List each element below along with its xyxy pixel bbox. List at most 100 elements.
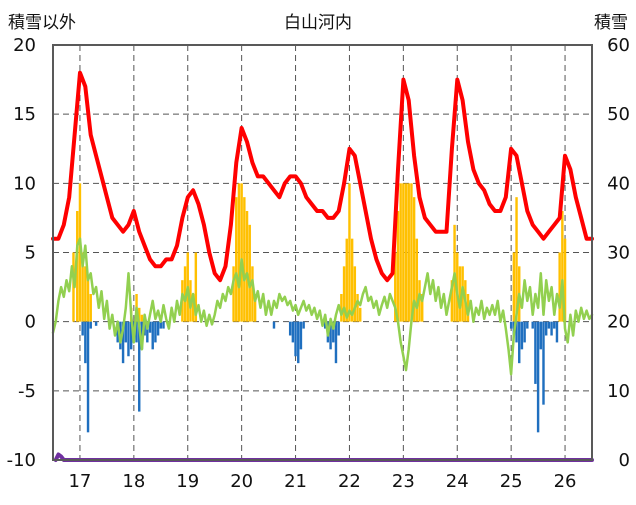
- precip-bar-positive: [340, 294, 343, 322]
- y-left-tick-label: 15: [13, 104, 36, 125]
- precip-bar-positive: [345, 238, 348, 322]
- precip-bar-negative: [129, 321, 133, 350]
- precip-bar-positive: [235, 197, 238, 322]
- precip-bar-negative: [124, 321, 127, 343]
- x-tick-label: 19: [176, 471, 199, 492]
- snow-depth-line: [51, 70, 594, 283]
- x-tick-label: 22: [338, 471, 361, 492]
- y-right-tick-label: 0: [619, 450, 630, 471]
- precip-bar-negative: [86, 321, 90, 433]
- precip-bar-negative: [294, 321, 297, 357]
- precip-bar-negative: [523, 321, 526, 343]
- precip-bar-positive: [415, 238, 419, 322]
- x-tick-label: 26: [554, 471, 577, 492]
- precip-bar-negative: [121, 321, 125, 364]
- precip-bar-positive: [515, 197, 518, 322]
- precip-bar-negative: [536, 321, 540, 433]
- precip-bar-negative: [138, 321, 141, 412]
- precip-bar-negative: [84, 321, 87, 364]
- precip-bar-positive: [394, 252, 397, 322]
- precip-bar-negative: [127, 321, 130, 357]
- precip-bar-negative: [94, 321, 98, 326]
- precip-bar-negative: [332, 321, 335, 343]
- precip-bar-positive: [245, 211, 249, 322]
- precip-bar-negative: [302, 321, 305, 329]
- precip-bar-negative: [146, 321, 149, 343]
- precip-bar-negative: [550, 321, 553, 336]
- precip-bar-negative: [135, 321, 138, 343]
- y-right-tick-label: 20: [607, 312, 630, 333]
- precip-bar-positive: [89, 294, 92, 322]
- x-tick-label: 21: [284, 471, 307, 492]
- x-tick-label: 20: [230, 471, 253, 492]
- precip-bar-positive: [396, 211, 400, 322]
- precip-bar-positive: [191, 294, 195, 322]
- precip-bar-negative: [329, 321, 332, 350]
- precip-bar-positive: [359, 307, 362, 322]
- precip-bar-positive: [140, 314, 144, 322]
- precip-bar-positive: [421, 294, 424, 322]
- precip-bar-negative: [520, 321, 524, 350]
- precip-bar-negative: [89, 321, 92, 329]
- y-left-tick-label: 0: [25, 312, 36, 333]
- precip-bar-negative: [509, 321, 513, 329]
- chart-title: 白山河内: [284, 13, 352, 33]
- precip-bar-negative: [531, 321, 534, 329]
- precip-bar-positive: [563, 238, 567, 322]
- precip-bar-positive: [138, 307, 141, 322]
- precip-bar-positive: [342, 266, 346, 322]
- precip-bar-positive: [418, 280, 421, 322]
- precip-bar-negative: [547, 321, 551, 329]
- y-right-ticks: 60 50 40 30 20 10 0: [607, 35, 630, 471]
- precip-bar-negative: [323, 321, 327, 329]
- precip-bar-negative: [544, 321, 548, 336]
- precip-bar-negative: [288, 321, 292, 336]
- precip-bar-negative: [515, 321, 518, 343]
- precip-bar-negative: [291, 321, 295, 343]
- precip-bar-positive: [240, 183, 243, 322]
- y-right-tick-label: 40: [607, 173, 630, 194]
- precip-bar-positive: [194, 252, 198, 322]
- precip-bar-positive: [561, 211, 564, 322]
- grid: [53, 45, 592, 460]
- y-right-tick-label: 30: [607, 243, 630, 264]
- precip-bar-negative: [299, 321, 303, 350]
- precip-bar-negative: [534, 321, 537, 384]
- precip-bars: [72, 183, 567, 433]
- precip-bar-positive: [81, 252, 84, 322]
- y-right-label: 積雪: [594, 13, 628, 33]
- y-right-tick-label: 10: [607, 381, 630, 402]
- plot-frame: [52, 44, 593, 461]
- precip-bar-positive: [450, 280, 454, 322]
- precip-bar-positive: [84, 266, 87, 322]
- precip-bar-negative: [81, 321, 84, 336]
- precip-bar-negative: [156, 321, 160, 336]
- precip-bar-negative: [154, 321, 157, 343]
- precip-bar-positive: [183, 266, 187, 322]
- precip-bar-negative: [337, 321, 340, 336]
- x-tick-label: 18: [122, 471, 145, 492]
- precip-bar-negative: [272, 321, 276, 329]
- precip-bar-positive: [407, 183, 410, 322]
- precip-bar-positive: [76, 211, 79, 322]
- precip-bar-positive: [237, 183, 241, 322]
- precip-bar-positive: [412, 197, 416, 322]
- x-tick-label: 23: [392, 471, 415, 492]
- precip-bar-positive: [86, 280, 90, 322]
- precip-bar-negative: [297, 321, 300, 364]
- precip-bar-positive: [248, 224, 251, 322]
- precip-bar-positive: [410, 183, 413, 322]
- precip-bar-positive: [251, 266, 254, 322]
- x-tick-label: 25: [500, 471, 523, 492]
- precip-bar-positive: [253, 294, 257, 322]
- precip-bar-positive: [512, 252, 516, 322]
- precip-bar-positive: [78, 183, 82, 322]
- y-right-tick-label: 50: [607, 104, 630, 125]
- x-ticks: 17 18 19 20 21 22 23 24 25 26: [68, 471, 576, 492]
- precip-bar-positive: [458, 266, 462, 322]
- precip-bar-negative: [555, 321, 559, 343]
- precip-bar-positive: [399, 183, 402, 322]
- y-left-tick-label: 5: [25, 243, 36, 264]
